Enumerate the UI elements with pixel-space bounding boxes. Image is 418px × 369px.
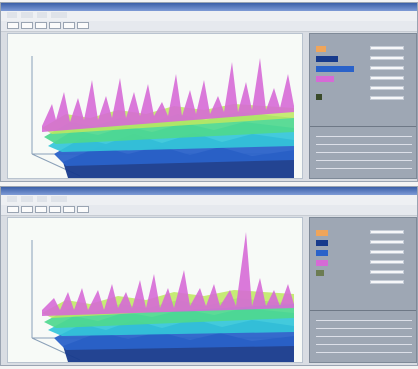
side-panel-top bbox=[309, 33, 417, 179]
legend-label-4 bbox=[370, 76, 404, 80]
legend-label-2 bbox=[370, 240, 404, 244]
menu-item-3[interactable] bbox=[37, 196, 47, 202]
legend-label-3 bbox=[370, 66, 404, 70]
legend-label-1 bbox=[370, 230, 404, 234]
waveform-line-5 bbox=[316, 352, 412, 353]
legend-label-6 bbox=[370, 280, 404, 284]
menu-item-2[interactable] bbox=[21, 196, 33, 202]
surface-violet-peaks bbox=[42, 58, 294, 132]
surface-layers bbox=[42, 232, 294, 362]
toolbar-button-5[interactable] bbox=[63, 206, 75, 213]
surface-svg-bottom bbox=[31, 232, 294, 362]
legend-label-5 bbox=[370, 270, 404, 274]
waveform-line-1 bbox=[316, 136, 412, 137]
waveform-line-5 bbox=[316, 168, 412, 169]
toolbar-button-5[interactable] bbox=[63, 22, 75, 29]
legend-label-4 bbox=[370, 260, 404, 264]
legend-label-6 bbox=[370, 96, 404, 100]
window-titlebar bbox=[1, 187, 417, 195]
waveform-line-2 bbox=[316, 144, 412, 145]
legend-swatch-violet bbox=[316, 76, 334, 82]
toolbar-button-1[interactable] bbox=[7, 22, 19, 29]
analysis-window-top bbox=[0, 2, 418, 182]
3d-surface-plot-top bbox=[7, 33, 303, 179]
waveform-line-1 bbox=[316, 320, 412, 321]
legend-label-1 bbox=[370, 46, 404, 50]
window-titlebar bbox=[1, 3, 417, 11]
menu-item-1[interactable] bbox=[7, 12, 17, 18]
legend-label-3 bbox=[370, 250, 404, 254]
menu-item-3[interactable] bbox=[37, 12, 47, 18]
surface-violet-peaks bbox=[42, 232, 294, 316]
waveform-line-2 bbox=[316, 328, 412, 329]
toolbar-button-4[interactable] bbox=[49, 206, 61, 213]
surface-svg-top bbox=[31, 56, 294, 178]
legend-swatch-blue bbox=[316, 66, 354, 72]
toolbar bbox=[1, 205, 417, 216]
legend-swatch-violet bbox=[316, 260, 328, 266]
legend-swatch-navy bbox=[316, 56, 338, 62]
legend-swatch-olive bbox=[316, 270, 324, 276]
toolbar-button-3[interactable] bbox=[35, 206, 47, 213]
toolbar-button-6[interactable] bbox=[77, 22, 89, 29]
toolbar-button-4[interactable] bbox=[49, 22, 61, 29]
surface-layers bbox=[42, 58, 294, 178]
toolbar-button-2[interactable] bbox=[21, 22, 33, 29]
waveform-line-4 bbox=[316, 344, 412, 345]
toolbar-button-2[interactable] bbox=[21, 206, 33, 213]
toolbar-button-6[interactable] bbox=[77, 206, 89, 213]
waveform-line-3 bbox=[316, 152, 412, 153]
3d-surface-plot-bottom bbox=[7, 217, 303, 363]
menu-item-4[interactable] bbox=[51, 196, 67, 202]
legend-swatch-orange bbox=[316, 230, 328, 236]
menu-item-2[interactable] bbox=[21, 12, 33, 18]
legend-label-2 bbox=[370, 56, 404, 60]
waveform-line-3 bbox=[316, 336, 412, 337]
legend-swatch-navy bbox=[316, 240, 328, 246]
legend-swatch-orange bbox=[316, 46, 326, 52]
legend-label-5 bbox=[370, 86, 404, 90]
toolbar-button-3[interactable] bbox=[35, 22, 47, 29]
legend-swatch-blue bbox=[316, 250, 328, 256]
side-panel-bottom bbox=[309, 217, 417, 363]
side-panel-separator bbox=[310, 126, 416, 127]
waveform-line-4 bbox=[316, 160, 412, 161]
menu-item-1[interactable] bbox=[7, 196, 17, 202]
legend-swatch-dark bbox=[316, 94, 322, 100]
side-panel-separator bbox=[310, 310, 416, 311]
menu-item-4[interactable] bbox=[51, 12, 67, 18]
toolbar bbox=[1, 21, 417, 32]
toolbar-button-1[interactable] bbox=[7, 206, 19, 213]
analysis-window-bottom bbox=[0, 186, 418, 366]
